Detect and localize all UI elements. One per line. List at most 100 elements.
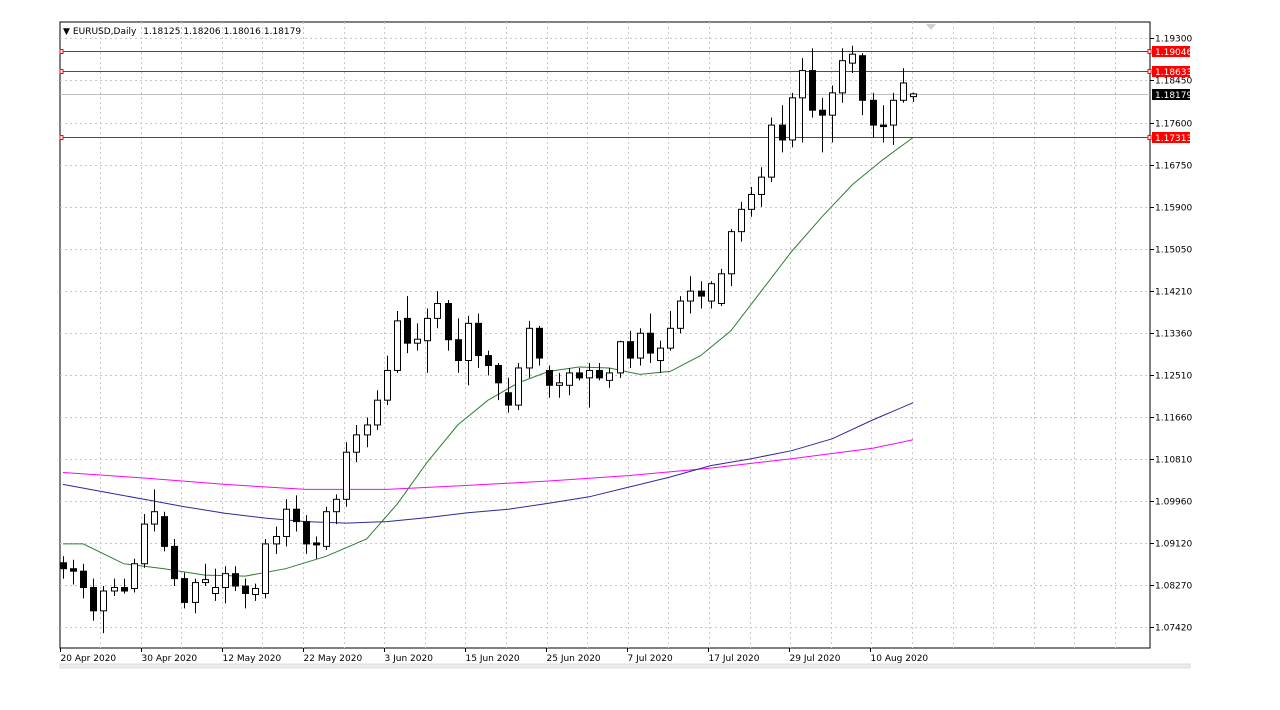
candle-bullish[interactable] <box>910 93 917 98</box>
candle-bullish[interactable] <box>424 317 431 342</box>
candle-bullish[interactable] <box>111 587 118 592</box>
candle-bearish[interactable] <box>536 327 543 359</box>
candle-bearish[interactable] <box>80 570 87 589</box>
candle-bearish[interactable] <box>171 545 178 580</box>
candle-bullish[interactable] <box>718 273 725 305</box>
candle-bullish[interactable] <box>323 511 330 547</box>
candle-bullish[interactable] <box>657 347 664 362</box>
candle-bullish[interactable] <box>637 332 644 359</box>
candle-bullish[interactable] <box>839 60 846 94</box>
candle-bullish[interactable] <box>202 579 209 584</box>
candle-bearish[interactable] <box>232 573 239 587</box>
candle-bearish[interactable] <box>698 290 705 297</box>
candle-bullish[interactable] <box>465 322 472 362</box>
candle-bullish[interactable] <box>728 231 735 275</box>
candle-bullish[interactable] <box>617 341 624 374</box>
candle-bullish[interactable] <box>151 511 158 525</box>
candle-bearish[interactable] <box>60 562 67 570</box>
candle-bullish[interactable] <box>212 587 219 594</box>
candle-bearish[interactable] <box>779 124 786 141</box>
candle-bullish[interactable] <box>434 303 441 319</box>
candle-bullish[interactable] <box>394 320 401 371</box>
level-anchor-left[interactable] <box>59 69 64 74</box>
candle-bearish[interactable] <box>880 124 887 128</box>
candle-bullish[interactable] <box>364 424 371 436</box>
candle-bullish[interactable] <box>222 573 229 589</box>
candle-bullish[interactable] <box>414 338 421 344</box>
level-anchor-right[interactable] <box>1147 69 1152 74</box>
candle-bullish[interactable] <box>515 367 522 406</box>
candle-bearish[interactable] <box>647 332 654 354</box>
candle-bearish[interactable] <box>546 369 553 386</box>
candle-bearish[interactable] <box>505 392 512 406</box>
candle-bearish[interactable] <box>445 303 452 341</box>
chart-shift-marker-icon[interactable] <box>926 24 936 30</box>
candle-bearish[interactable] <box>859 55 866 101</box>
candle-bullish[interactable] <box>606 372 613 381</box>
candle-bullish[interactable] <box>708 283 715 302</box>
candle-bullish[interactable] <box>192 582 199 603</box>
candle-bearish[interactable] <box>404 317 411 344</box>
candle-bullish[interactable] <box>353 434 360 453</box>
candle-bullish[interactable] <box>556 382 563 386</box>
candle-bearish[interactable] <box>475 322 482 357</box>
time-scrollbar[interactable] <box>59 663 1191 669</box>
level-anchor-right[interactable] <box>1147 135 1152 140</box>
candle-bullish[interactable] <box>667 327 674 349</box>
candle-bullish[interactable] <box>273 535 280 545</box>
candle-bearish[interactable] <box>455 339 462 362</box>
candle-bearish[interactable] <box>576 372 583 379</box>
candle-bearish[interactable] <box>161 516 168 547</box>
candle-bullish[interactable] <box>374 399 381 426</box>
candle-bullish[interactable] <box>768 124 775 178</box>
candle-bullish[interactable] <box>262 543 269 594</box>
candle-bullish[interactable] <box>789 97 796 141</box>
candle-bullish[interactable] <box>748 193 755 210</box>
candle-bearish[interactable] <box>870 99 877 126</box>
level-anchor-left[interactable] <box>59 135 64 140</box>
candle-bearish[interactable] <box>596 369 603 379</box>
candle-bearish[interactable] <box>819 109 826 116</box>
level-anchor-right[interactable] <box>1147 49 1152 54</box>
candle-bearish[interactable] <box>70 568 77 572</box>
candle-bullish[interactable] <box>829 92 836 116</box>
candle-bullish[interactable] <box>738 208 745 233</box>
candle-bearish[interactable] <box>303 521 310 545</box>
candle-bearish[interactable] <box>293 508 300 523</box>
candle-bullish[interactable] <box>343 451 350 500</box>
candle-bullish[interactable] <box>566 372 573 386</box>
candle-bearish[interactable] <box>627 341 634 359</box>
candle-bullish[interactable] <box>283 508 290 537</box>
candle-bullish[interactable] <box>849 53 856 64</box>
candle-bullish[interactable] <box>799 70 806 99</box>
dropdown-triangle-icon[interactable]: ▼ <box>63 27 70 37</box>
candle-bearish[interactable] <box>313 542 320 546</box>
candle-bearish[interactable] <box>121 587 128 592</box>
candle-bearish[interactable] <box>181 578 188 603</box>
y-tick-label: 1.10810 <box>1155 456 1192 466</box>
candle-bullish[interactable] <box>687 290 694 302</box>
candle-bullish[interactable] <box>677 300 684 329</box>
candle-bullish[interactable] <box>900 82 907 101</box>
y-tick-label: 1.19300 <box>1155 35 1192 45</box>
candle-bullish[interactable] <box>141 523 148 565</box>
candle-bearish[interactable] <box>90 587 97 612</box>
level-anchor-left[interactable] <box>59 49 64 54</box>
candle-bearish[interactable] <box>242 585 249 594</box>
candle-bullish[interactable] <box>890 99 897 126</box>
candle-bearish[interactable] <box>809 70 816 111</box>
candle-bullish[interactable] <box>131 563 138 590</box>
candle-bullish[interactable] <box>758 176 765 195</box>
candle-bullish[interactable] <box>252 588 259 595</box>
candle-bullish[interactable] <box>333 498 340 513</box>
candle-bullish[interactable] <box>526 327 533 369</box>
candle-bullish[interactable] <box>100 590 107 612</box>
candle-bearish[interactable] <box>495 364 502 384</box>
x-tick-label: 29 Jul 2020 <box>790 654 841 664</box>
candle-bearish[interactable] <box>485 355 492 366</box>
candle-bullish[interactable] <box>586 369 593 379</box>
close-value: 1.18179 <box>263 27 302 37</box>
candle-bullish[interactable] <box>384 369 391 401</box>
